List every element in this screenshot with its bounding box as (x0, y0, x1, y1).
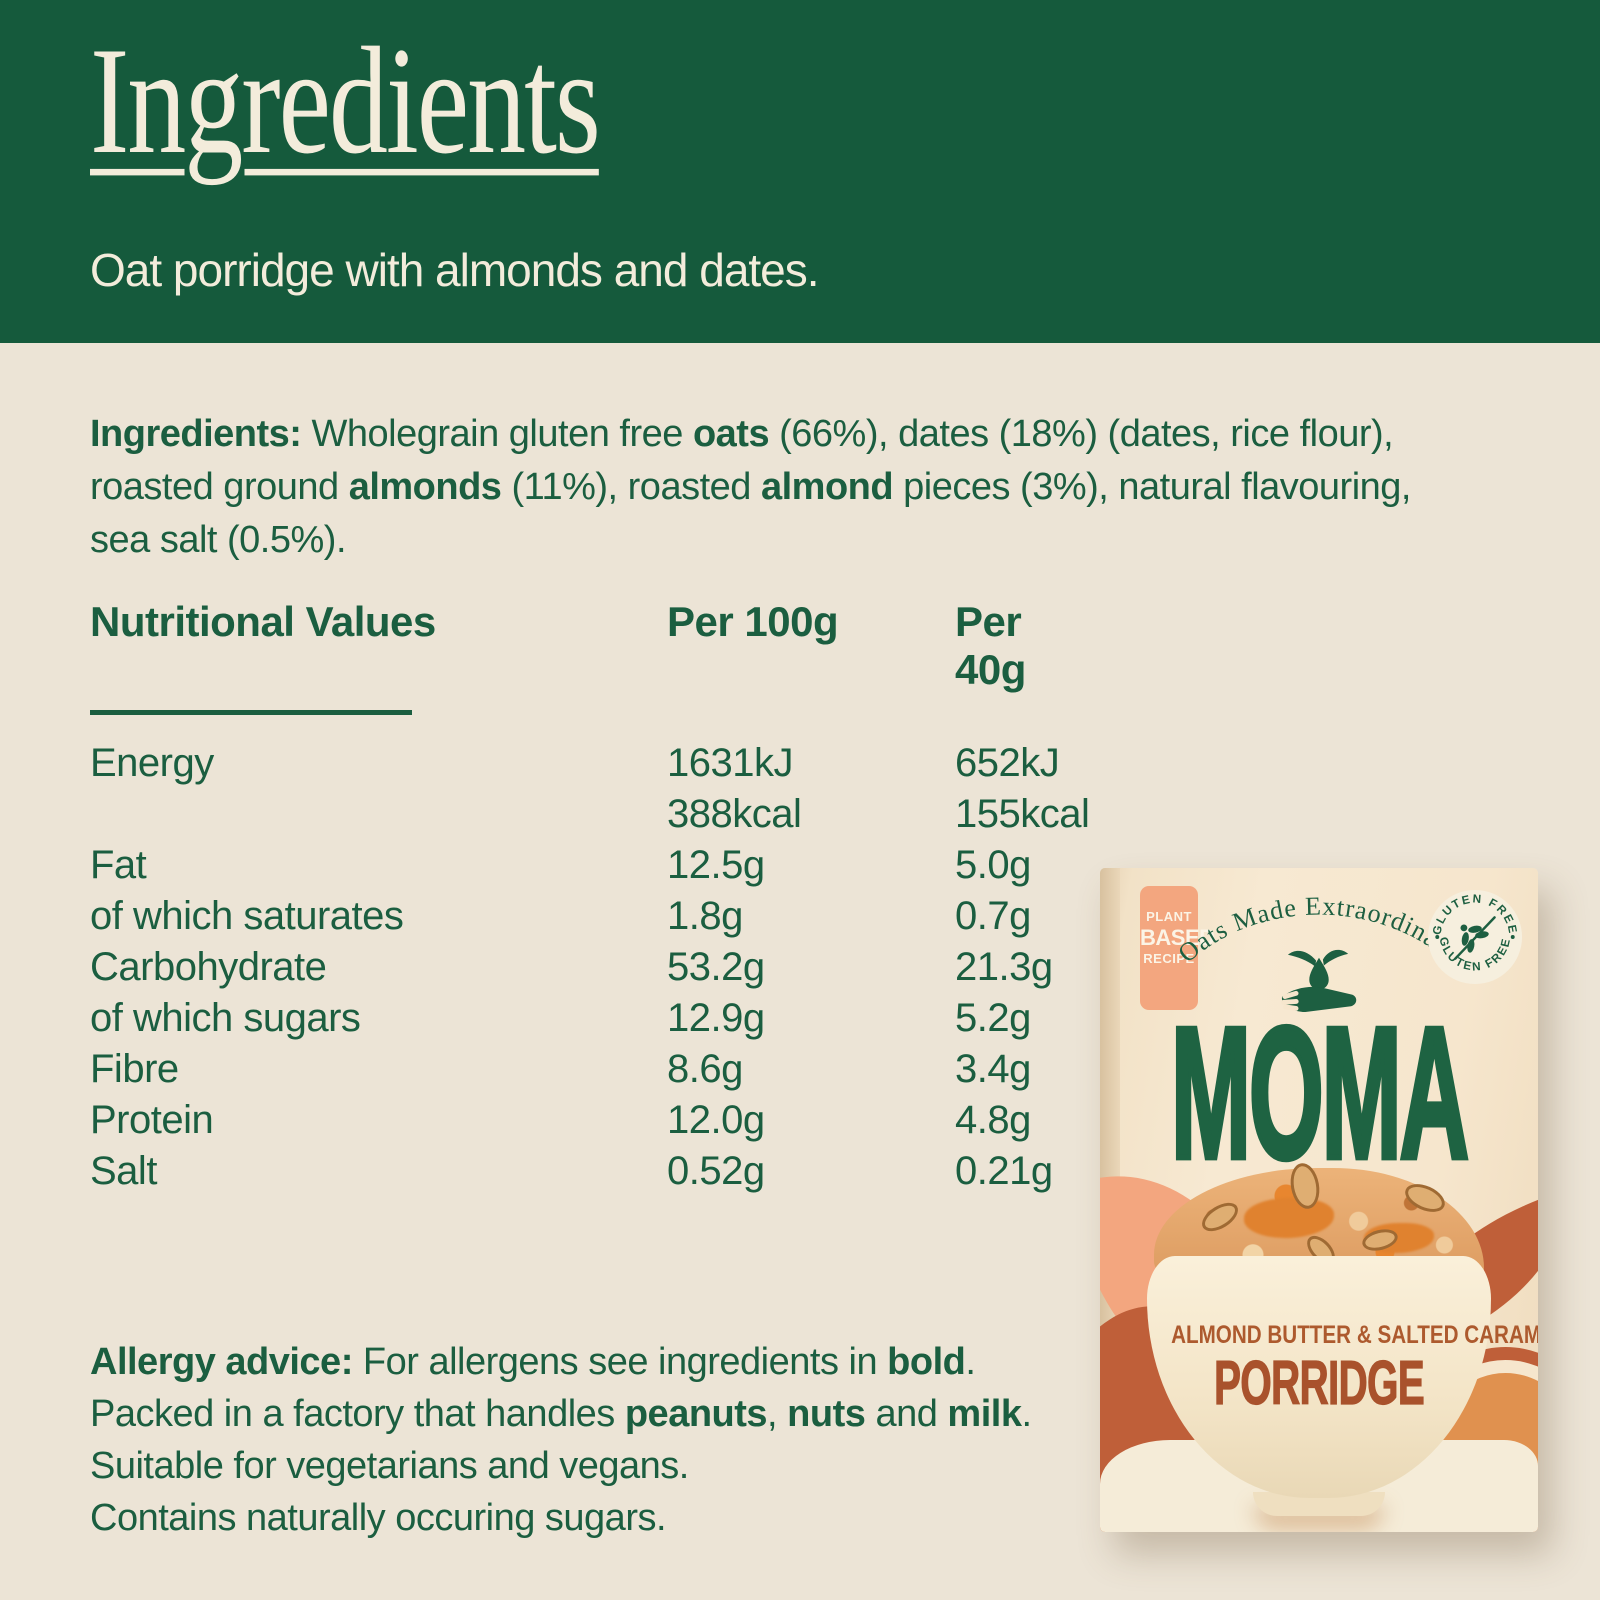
text-segment: Ingredients: (90, 413, 312, 455)
page-title: Ingredients (90, 15, 601, 186)
gluten-free-badge: GLUTEN FREE GLUTEN FREE (1427, 889, 1523, 985)
text-segment: almond (760, 466, 894, 508)
row-value-per100: 12.0g (667, 1098, 765, 1142)
plant-badge-line: RECIPE (1143, 951, 1195, 966)
ingredients-line-1: Ingredients: Wholegrain gluten free oats… (90, 408, 1411, 461)
row-label: Salt (90, 1149, 157, 1193)
text-segment: peanuts (624, 1393, 768, 1435)
header-banner: Ingredients Oat porridge with almonds an… (0, 0, 1600, 343)
row-value-per100: 1631kJ (667, 741, 793, 785)
product-box: PLANT BASED RECIPE Oats Made Extraordina… (1100, 868, 1538, 1532)
row-label: Energy (90, 741, 214, 785)
nutrition-header-row: Nutritional Values Per 100g Per 40g (90, 598, 1090, 694)
row-value-per100: 1.8g (667, 894, 743, 938)
row-value-per40: 21.3g (955, 945, 1053, 989)
text-segment: milk (947, 1393, 1022, 1435)
text-segment: (11%), roasted (501, 466, 761, 508)
page-subtitle: Oat porridge with almonds and dates. (90, 244, 820, 296)
text-segment: nuts (787, 1393, 866, 1435)
nutrition-title: Nutritional Values (90, 598, 436, 645)
allergy-line-1: Allergy advice: For allergens see ingred… (90, 1336, 1032, 1388)
ingredients-line-2: roasted ground almonds (11%), roasted al… (90, 461, 1411, 514)
nutrition-section: Nutritional Values Per 100g Per 40g Ener… (90, 598, 1090, 1200)
text-segment: Wholegrain gluten free (311, 413, 693, 455)
text-segment: almonds (348, 466, 502, 508)
row-label: Protein (90, 1098, 214, 1142)
row-label: Fat (90, 843, 147, 887)
table-row-fibre: Fibre 8.6g 3.4g (90, 1047, 1090, 1098)
product-name: PORRIDGE (1213, 1348, 1426, 1419)
row-label: Fibre (90, 1047, 179, 1091)
text-segment: For allergens see ingredients in (362, 1341, 888, 1383)
text-segment: Suitable for vegetarians and vegans. (90, 1445, 689, 1487)
text-segment: . (965, 1341, 976, 1383)
text-segment: Packed in a factory that handles (90, 1393, 625, 1435)
crossed-grain-icon (1454, 916, 1496, 960)
table-row-energy: Energy 1631kJ 652kJ (90, 741, 1090, 792)
row-label: Carbohydrate (90, 945, 327, 989)
caramel-drizzle (1244, 1198, 1334, 1238)
row-value-per40: 3.4g (955, 1047, 1031, 1091)
flavour-name: ALMOND BUTTER & SALTED CARAMEL (1171, 1320, 1538, 1350)
text-segment: Allergy advice: (90, 1341, 363, 1383)
row-label: of which sugars (90, 996, 361, 1040)
allergy-line-4: Contains naturally occuring sugars. (90, 1492, 1032, 1544)
grain-leaves (1460, 924, 1489, 953)
plant-based-badge: PLANT BASED RECIPE (1140, 886, 1215, 1010)
porridge-bowl-photo: ALMOND BUTTER & SALTED CARAMEL PORRIDGE (1147, 1160, 1538, 1516)
table-row-saturates: of which saturates 1.8g 0.7g (90, 894, 1090, 945)
allergy-line-3: Suitable for vegetarians and vegans. (90, 1440, 1032, 1492)
text-segment: oats (692, 413, 770, 455)
row-value-per100: 0.52g (667, 1149, 765, 1193)
table-row-fat: Fat 12.5g 5.0g (90, 843, 1090, 894)
bowl: ALMOND BUTTER & SALTED CARAMEL PORRIDGE (1147, 1256, 1538, 1498)
text-segment: and (865, 1393, 948, 1435)
tagline-arc-text: Oats Made Extraordinary (1172, 891, 1464, 968)
text-segment: roasted ground (90, 466, 349, 508)
row-value-per100: 12.5g (667, 843, 765, 887)
text-segment: (66%), dates (18%) (dates, rice flour), (769, 413, 1394, 455)
ingredients-paragraph: Ingredients: Wholegrain gluten free oats… (90, 408, 1411, 567)
row-label (90, 792, 667, 843)
table-row-protein: Protein 12.0g 4.8g (90, 1098, 1090, 1149)
text-segment: sea salt (0.5%). (90, 519, 347, 561)
allergy-line-2: Packed in a factory that handles peanuts… (90, 1388, 1032, 1440)
row-value-per100: 12.9g (667, 996, 765, 1040)
row-value-per40: 652kJ (955, 741, 1060, 785)
table-row-energy-kcal: 388kcal 155kcal (90, 792, 1090, 843)
row-value-per40: 0.21g (955, 1149, 1053, 1193)
almond (1197, 1197, 1243, 1237)
plant-badge-line: PLANT (1146, 909, 1192, 924)
row-value-per100: 8.6g (667, 1047, 743, 1091)
nutrition-rows: Energy 1631kJ 652kJ 388kcal 155kcal Fat 12.5… (90, 741, 1090, 1200)
table-row-sugars: of which sugars 12.9g 5.2g (90, 996, 1090, 1047)
row-value-per40: 155kcal (955, 792, 1090, 836)
row-label: of which saturates (90, 894, 404, 938)
col-header-per-40g: Per 40g (955, 598, 1026, 693)
row-value-per40: 0.7g (955, 894, 1031, 938)
col-header-per-100g: Per 100g (667, 598, 839, 645)
text-segment: Contains naturally occuring sugars. (90, 1497, 667, 1539)
brand-wordmark: MOMA (1170, 989, 1471, 1199)
row-value-per100: 53.2g (667, 945, 765, 989)
row-value-per40: 5.2g (955, 996, 1031, 1040)
allergy-advice: Allergy advice: For allergens see ingred… (90, 1336, 1032, 1544)
table-row-carbohydrate: Carbohydrate 53.2g 21.3g (90, 945, 1090, 996)
hand-plant-logo-icon (1281, 949, 1357, 1013)
table-row-salt: Salt 0.52g 0.21g (90, 1149, 1090, 1200)
row-value-per40: 4.8g (955, 1098, 1031, 1142)
row-value-per100: 388kcal (667, 792, 802, 836)
row-value-per40: 5.0g (955, 843, 1031, 887)
text-segment: , (767, 1393, 788, 1435)
nutrition-title-underline (90, 710, 412, 715)
text-segment: pieces (3%), natural flavouring, (893, 466, 1411, 508)
ingredients-line-3: sea salt (0.5%). (90, 514, 1411, 567)
text-segment: bold (887, 1341, 966, 1383)
text-segment: . (1021, 1393, 1032, 1435)
